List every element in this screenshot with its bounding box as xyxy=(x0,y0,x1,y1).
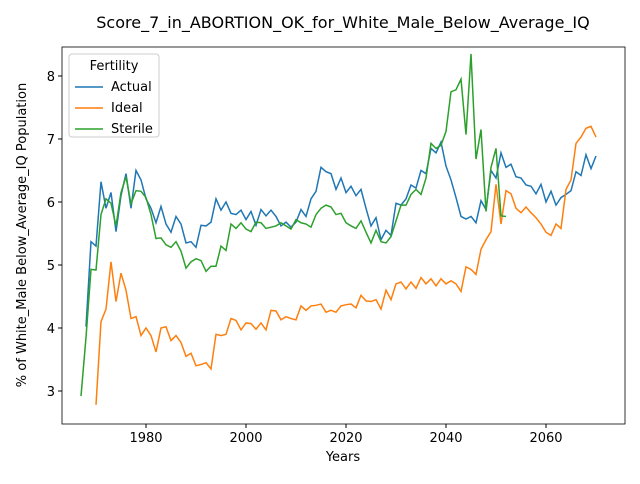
x-tick-label: 2020 xyxy=(329,431,362,446)
plot-frame xyxy=(61,46,626,425)
x-tick-label: 1980 xyxy=(129,431,162,446)
x-tick-label: 2060 xyxy=(529,431,562,446)
line-series xyxy=(85,139,597,327)
y-tick-label: 7 xyxy=(47,133,55,148)
x-tick-label: 2040 xyxy=(429,431,462,446)
line-series xyxy=(95,125,597,405)
x-tick-label: 2000 xyxy=(229,431,262,446)
y-tick-label: 6 xyxy=(47,196,55,211)
legend-label: Ideal xyxy=(111,101,143,116)
y-tick-label: 8 xyxy=(47,70,55,85)
y-axis-label: % of White_Male Below_Average_IQ Populat… xyxy=(15,83,30,387)
legend-label: Sterile xyxy=(111,122,153,137)
legend-title: Fertility xyxy=(90,59,139,74)
x-axis-label: Years xyxy=(325,450,361,465)
y-tick-label: 3 xyxy=(47,385,55,400)
line-series xyxy=(80,53,507,397)
y-tick-label: 4 xyxy=(47,322,55,337)
legend-label: Actual xyxy=(111,80,152,95)
chart-title: Score_7_in_ABORTION_OK_for_White_Male_Be… xyxy=(96,13,589,33)
y-tick-label: 5 xyxy=(47,259,55,274)
legend-box xyxy=(68,53,160,138)
